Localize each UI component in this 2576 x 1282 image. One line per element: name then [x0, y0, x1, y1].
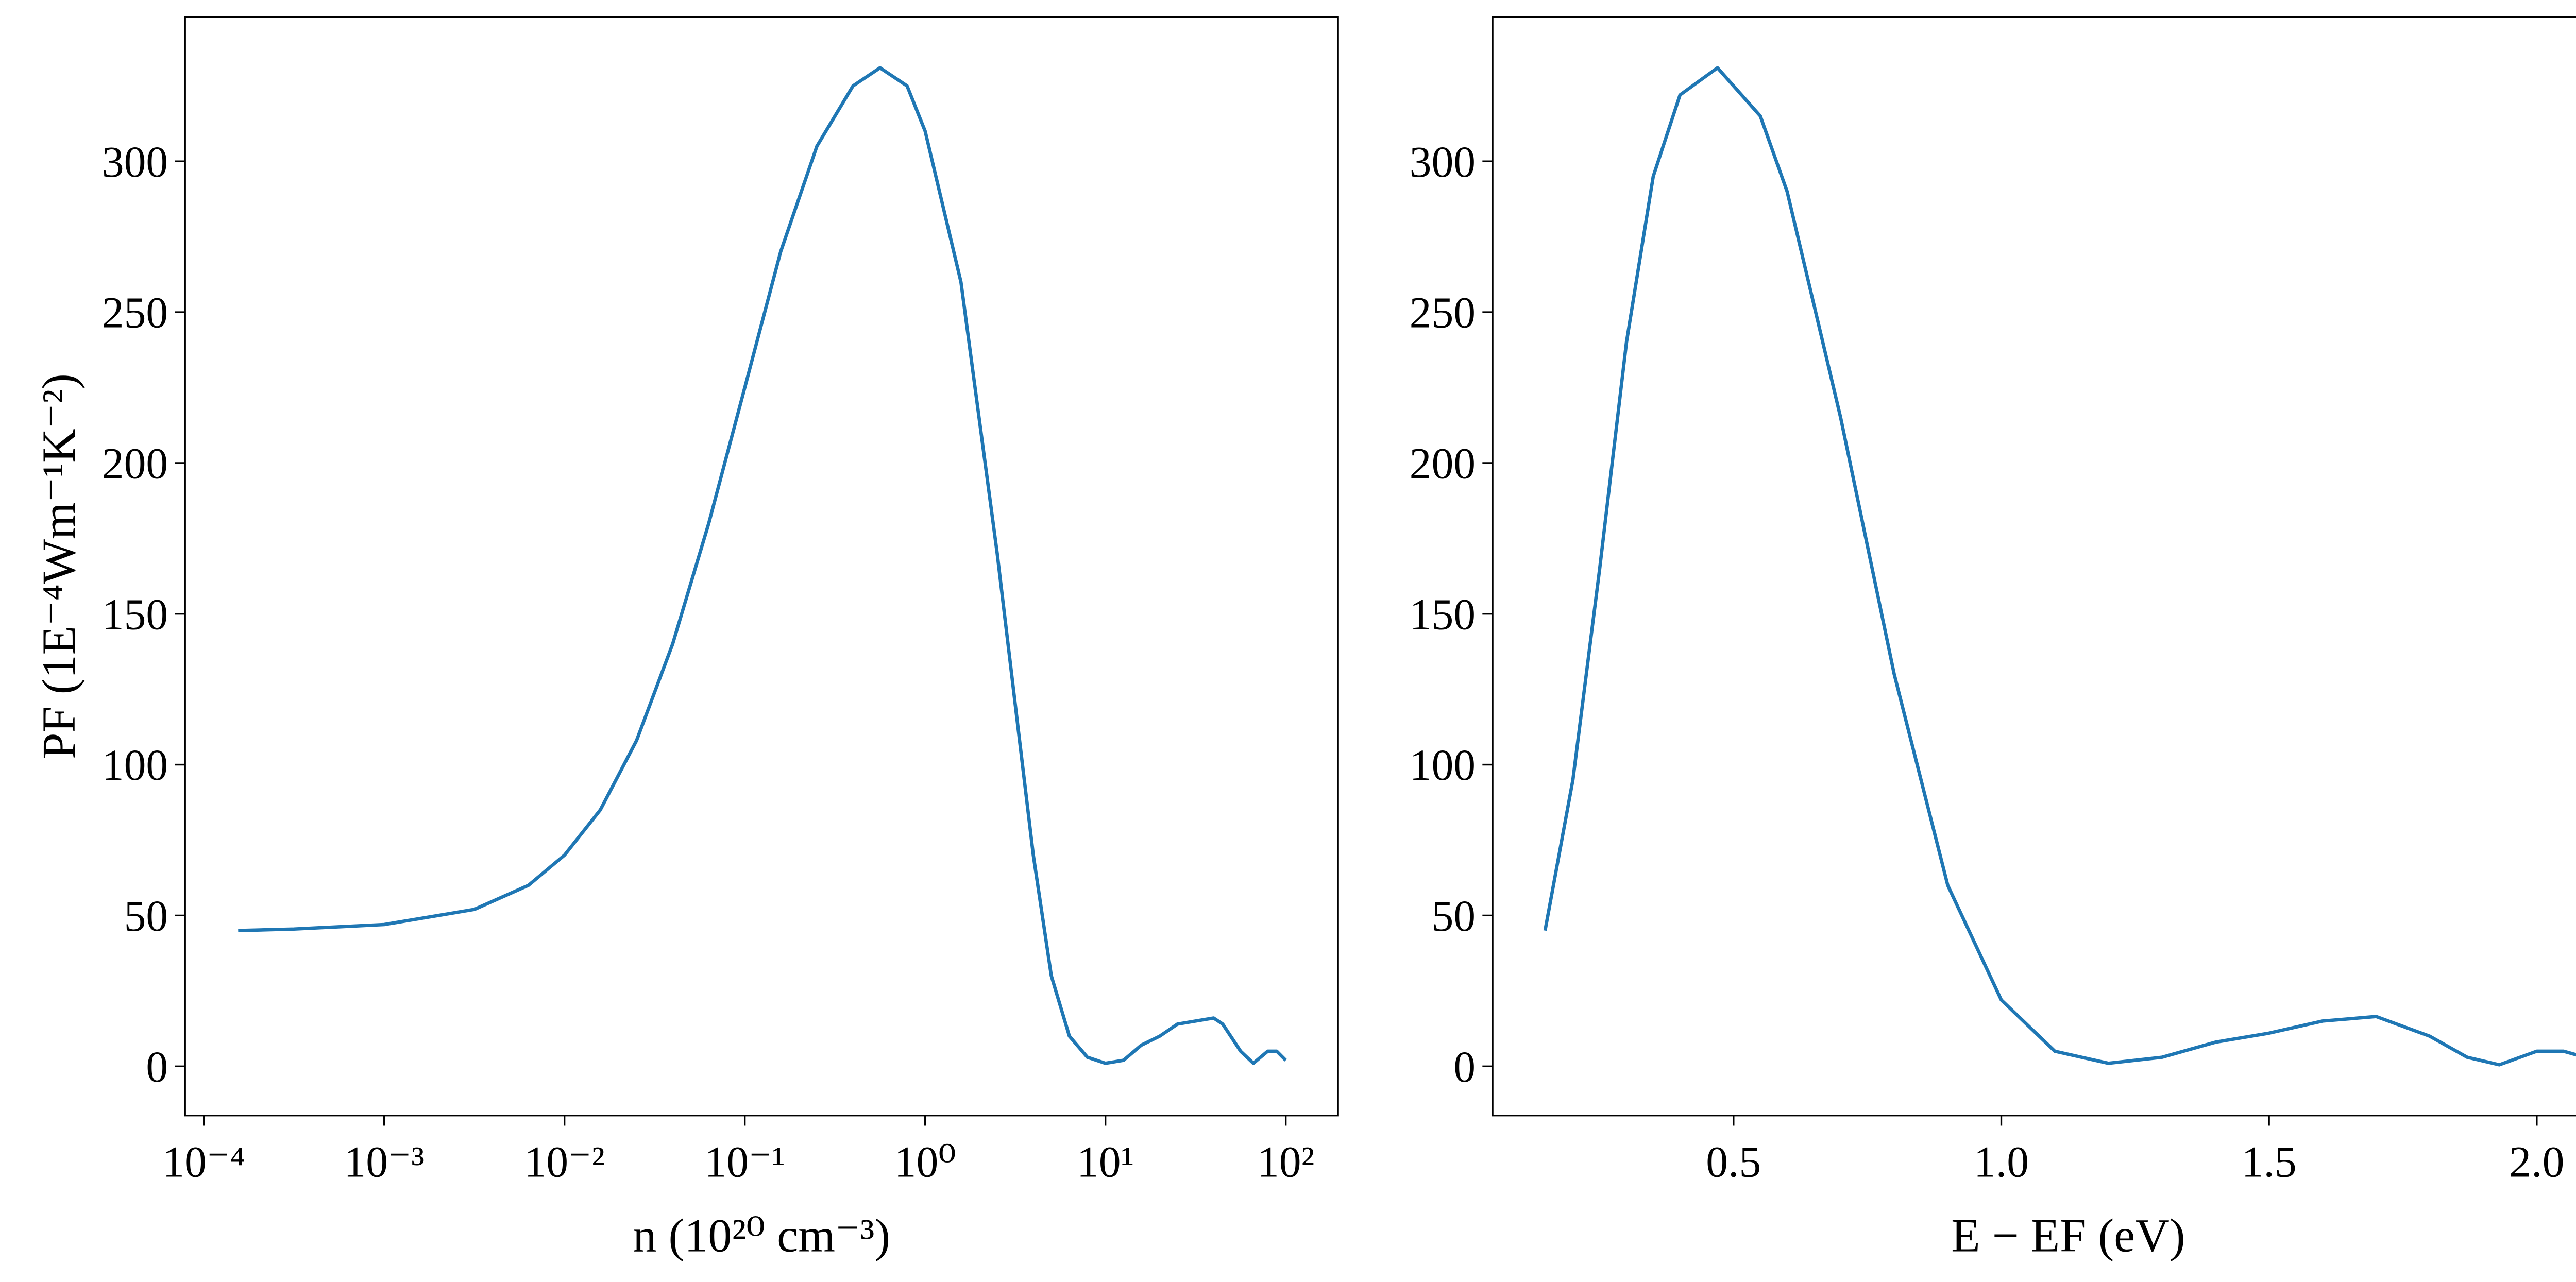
- y-tick-label: 150: [102, 590, 168, 639]
- y-tick-label: 0: [146, 1042, 168, 1091]
- y-axis-label: PF (1E⁻⁴Wm⁻¹K⁻²): [32, 373, 85, 759]
- x-tick-label: 2.0: [2509, 1137, 2564, 1186]
- x-tick-label: 10⁰: [894, 1137, 956, 1186]
- x-tick-label: 10²: [1257, 1137, 1314, 1186]
- y-tick-label: 250: [102, 288, 168, 337]
- x-tick-label: 10⁻⁴: [162, 1137, 245, 1186]
- x-tick-label: 10⁻³: [344, 1137, 425, 1186]
- y-tick-label: 50: [124, 892, 168, 941]
- x-tick-label: 10⁻²: [524, 1137, 605, 1186]
- data-line: [1543, 66, 2576, 1067]
- y-tick-label: 200: [1410, 439, 1476, 488]
- y-tick-label: 0: [1453, 1042, 1476, 1091]
- x-tick-label: 10⁻¹: [704, 1137, 785, 1186]
- y-tick-label: 250: [1410, 288, 1476, 337]
- x-tick-label: 0.5: [1706, 1137, 1761, 1186]
- plot-frame: [184, 16, 1339, 1117]
- x-axis-label: E − EF (eV): [1951, 1209, 2185, 1261]
- x-axis-label: n (10²⁰ cm⁻³): [633, 1209, 890, 1261]
- y-tick-label: 150: [1410, 590, 1476, 639]
- y-tick-label: 50: [1431, 892, 1476, 941]
- x-tick-label: 1.0: [1974, 1137, 2029, 1186]
- y-tick-label: 300: [102, 138, 168, 186]
- y-tick-label: 100: [102, 741, 168, 790]
- y-tick-label: 200: [102, 439, 168, 488]
- y-tick-label: 100: [1410, 741, 1476, 790]
- plot-frame: [1492, 16, 2576, 1117]
- x-tick-label: 10¹: [1077, 1137, 1134, 1186]
- data-line: [238, 66, 1287, 1065]
- x-tick-label: 1.5: [2242, 1137, 2297, 1186]
- y-tick-label: 300: [1410, 138, 1476, 186]
